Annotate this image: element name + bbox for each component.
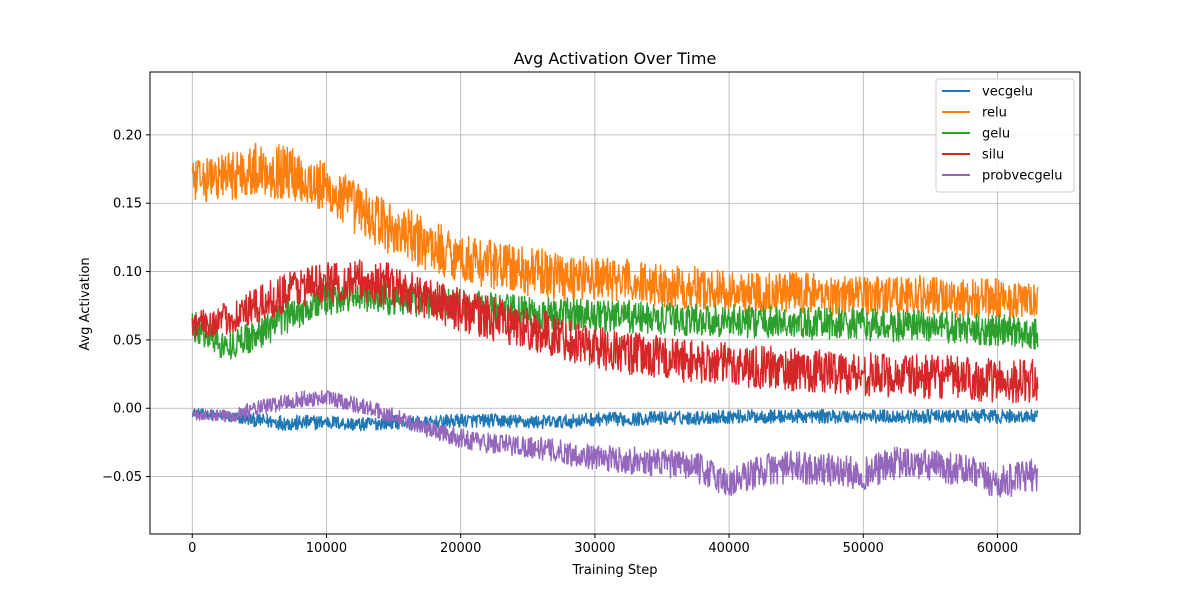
axis-ticks: 0 10000 20000 30000 40000 50000 60000 −0.05 0.00… xyxy=(102,128,1018,556)
x-tick-label: 40000 xyxy=(708,541,749,556)
x-tick-label: 50000 xyxy=(843,541,884,556)
x-axis-label: Training Step xyxy=(571,563,657,578)
plot-area-frame xyxy=(149,71,1081,535)
y-tick-label: 0.20 xyxy=(113,128,142,143)
series-line-relu xyxy=(191,142,1039,319)
series-line-vecgelu xyxy=(192,408,1039,432)
y-tick-label: 0.00 xyxy=(113,402,142,417)
x-tick-label: 0 xyxy=(188,541,196,556)
x-tick-label: 10000 xyxy=(306,541,347,556)
series-line-silu xyxy=(191,259,1039,404)
legend-label: gelu xyxy=(982,127,1010,142)
legend-label: relu xyxy=(982,106,1007,121)
series-line-probvecgelu xyxy=(191,389,1039,498)
y-axis-label: Avg Activation xyxy=(78,257,93,350)
y-tick-label: −0.05 xyxy=(102,470,142,485)
legend-label: vecgelu xyxy=(982,85,1033,100)
x-tick-label: 60000 xyxy=(977,541,1018,556)
x-tick-label: 20000 xyxy=(440,541,481,556)
legend-label: silu xyxy=(982,148,1004,163)
y-tick-label: 0.15 xyxy=(113,197,142,212)
y-tick-label: 0.05 xyxy=(113,333,142,348)
series-lines xyxy=(191,142,1039,498)
chart-title: Avg Activation Over Time xyxy=(514,49,717,68)
legend: vecgelu relu gelu silu probvecgelu xyxy=(935,78,1075,193)
y-tick-label: 0.10 xyxy=(113,265,142,280)
x-tick-label: 30000 xyxy=(574,541,615,556)
legend-box xyxy=(935,78,1075,193)
legend-label: probvecgelu xyxy=(982,169,1062,184)
